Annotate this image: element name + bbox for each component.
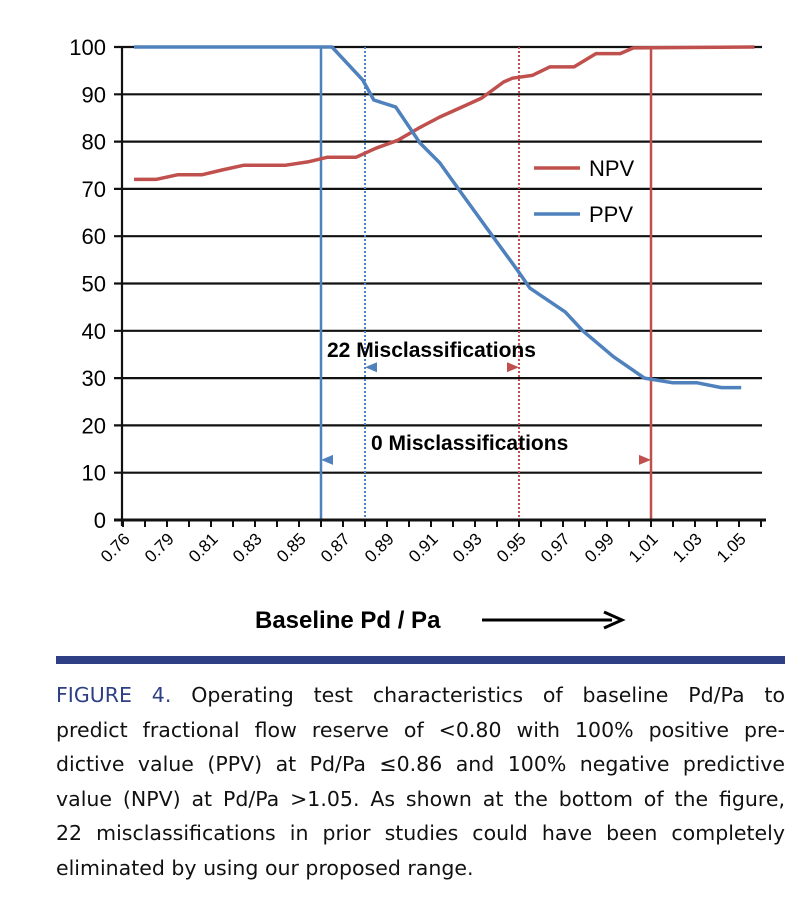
caption-line: FIGURE 4. Operating test characteristics… xyxy=(56,678,785,713)
y-tick-label: 80 xyxy=(82,130,106,155)
arrowhead-right xyxy=(639,454,651,465)
figure-label: FIGURE 4. xyxy=(56,683,172,707)
y-tick-label: 100 xyxy=(69,35,106,60)
caption-line: 22 misclassifications in prior studies c… xyxy=(56,821,785,845)
x-tick-label: 0.87 xyxy=(317,529,354,566)
caption-line: dictive value (PPV) at Pd/Pa ≤0.86 and 1… xyxy=(56,752,785,776)
arrowhead-right xyxy=(507,362,519,373)
y-tick-label: 30 xyxy=(82,366,106,391)
x-tick-label: 0.79 xyxy=(141,529,178,566)
x-axis-arrow xyxy=(482,610,626,630)
caption-line: eliminated by using our proposed range. xyxy=(56,855,474,880)
arrowhead-left xyxy=(321,454,333,465)
series-line-ppv xyxy=(134,45,742,390)
x-tick-label: 0.95 xyxy=(493,529,530,566)
y-tick-label: 20 xyxy=(82,413,106,438)
x-tick-label: 0.76 xyxy=(97,529,134,566)
x-tick-label: 0.97 xyxy=(537,529,574,566)
legend-label: PPV xyxy=(589,202,633,227)
y-tick-label: 90 xyxy=(82,82,106,107)
x-tick-label: 0.99 xyxy=(581,529,618,566)
y-tick-label: 70 xyxy=(82,177,106,202)
y-tick-label: 50 xyxy=(82,272,106,297)
x-tick-label: 0.85 xyxy=(273,529,310,566)
caption-line: predict fractional flow reserve of <0.80… xyxy=(56,717,785,742)
y-tick-label: 60 xyxy=(82,224,106,249)
y-tick-label: 40 xyxy=(82,319,106,344)
x-tick-label: 0.89 xyxy=(361,529,398,566)
arrowhead-left xyxy=(365,362,377,373)
caption-divider xyxy=(56,656,785,664)
figure-caption: FIGURE 4. Operating test characteristics… xyxy=(56,678,785,885)
y-tick-label: 10 xyxy=(82,461,106,486)
caption-line: value (NPV) at Pd/Pa >1.05. As shown at … xyxy=(56,786,785,811)
annotation-label: 22 Misclassifications xyxy=(327,339,536,362)
y-tick-label: 0 xyxy=(94,508,106,533)
x-tick-label: 1.01 xyxy=(625,529,662,566)
x-tick-label: 0.83 xyxy=(229,529,266,566)
legend-label: NPV xyxy=(589,156,635,181)
annotation-label: 0 Misclassifications xyxy=(371,432,568,455)
x-tick-label: 1.03 xyxy=(669,529,706,566)
x-tick-label: 0.81 xyxy=(185,529,222,566)
x-tick-label: 0.93 xyxy=(449,529,486,566)
x-axis-title: Baseline Pd / Pa xyxy=(255,607,441,634)
x-tick-label: 1.05 xyxy=(713,529,750,566)
series-line-npv xyxy=(134,45,755,182)
caption-text: Operating test characteristics of baseli… xyxy=(191,683,786,707)
x-tick-label: 0.91 xyxy=(405,529,442,566)
